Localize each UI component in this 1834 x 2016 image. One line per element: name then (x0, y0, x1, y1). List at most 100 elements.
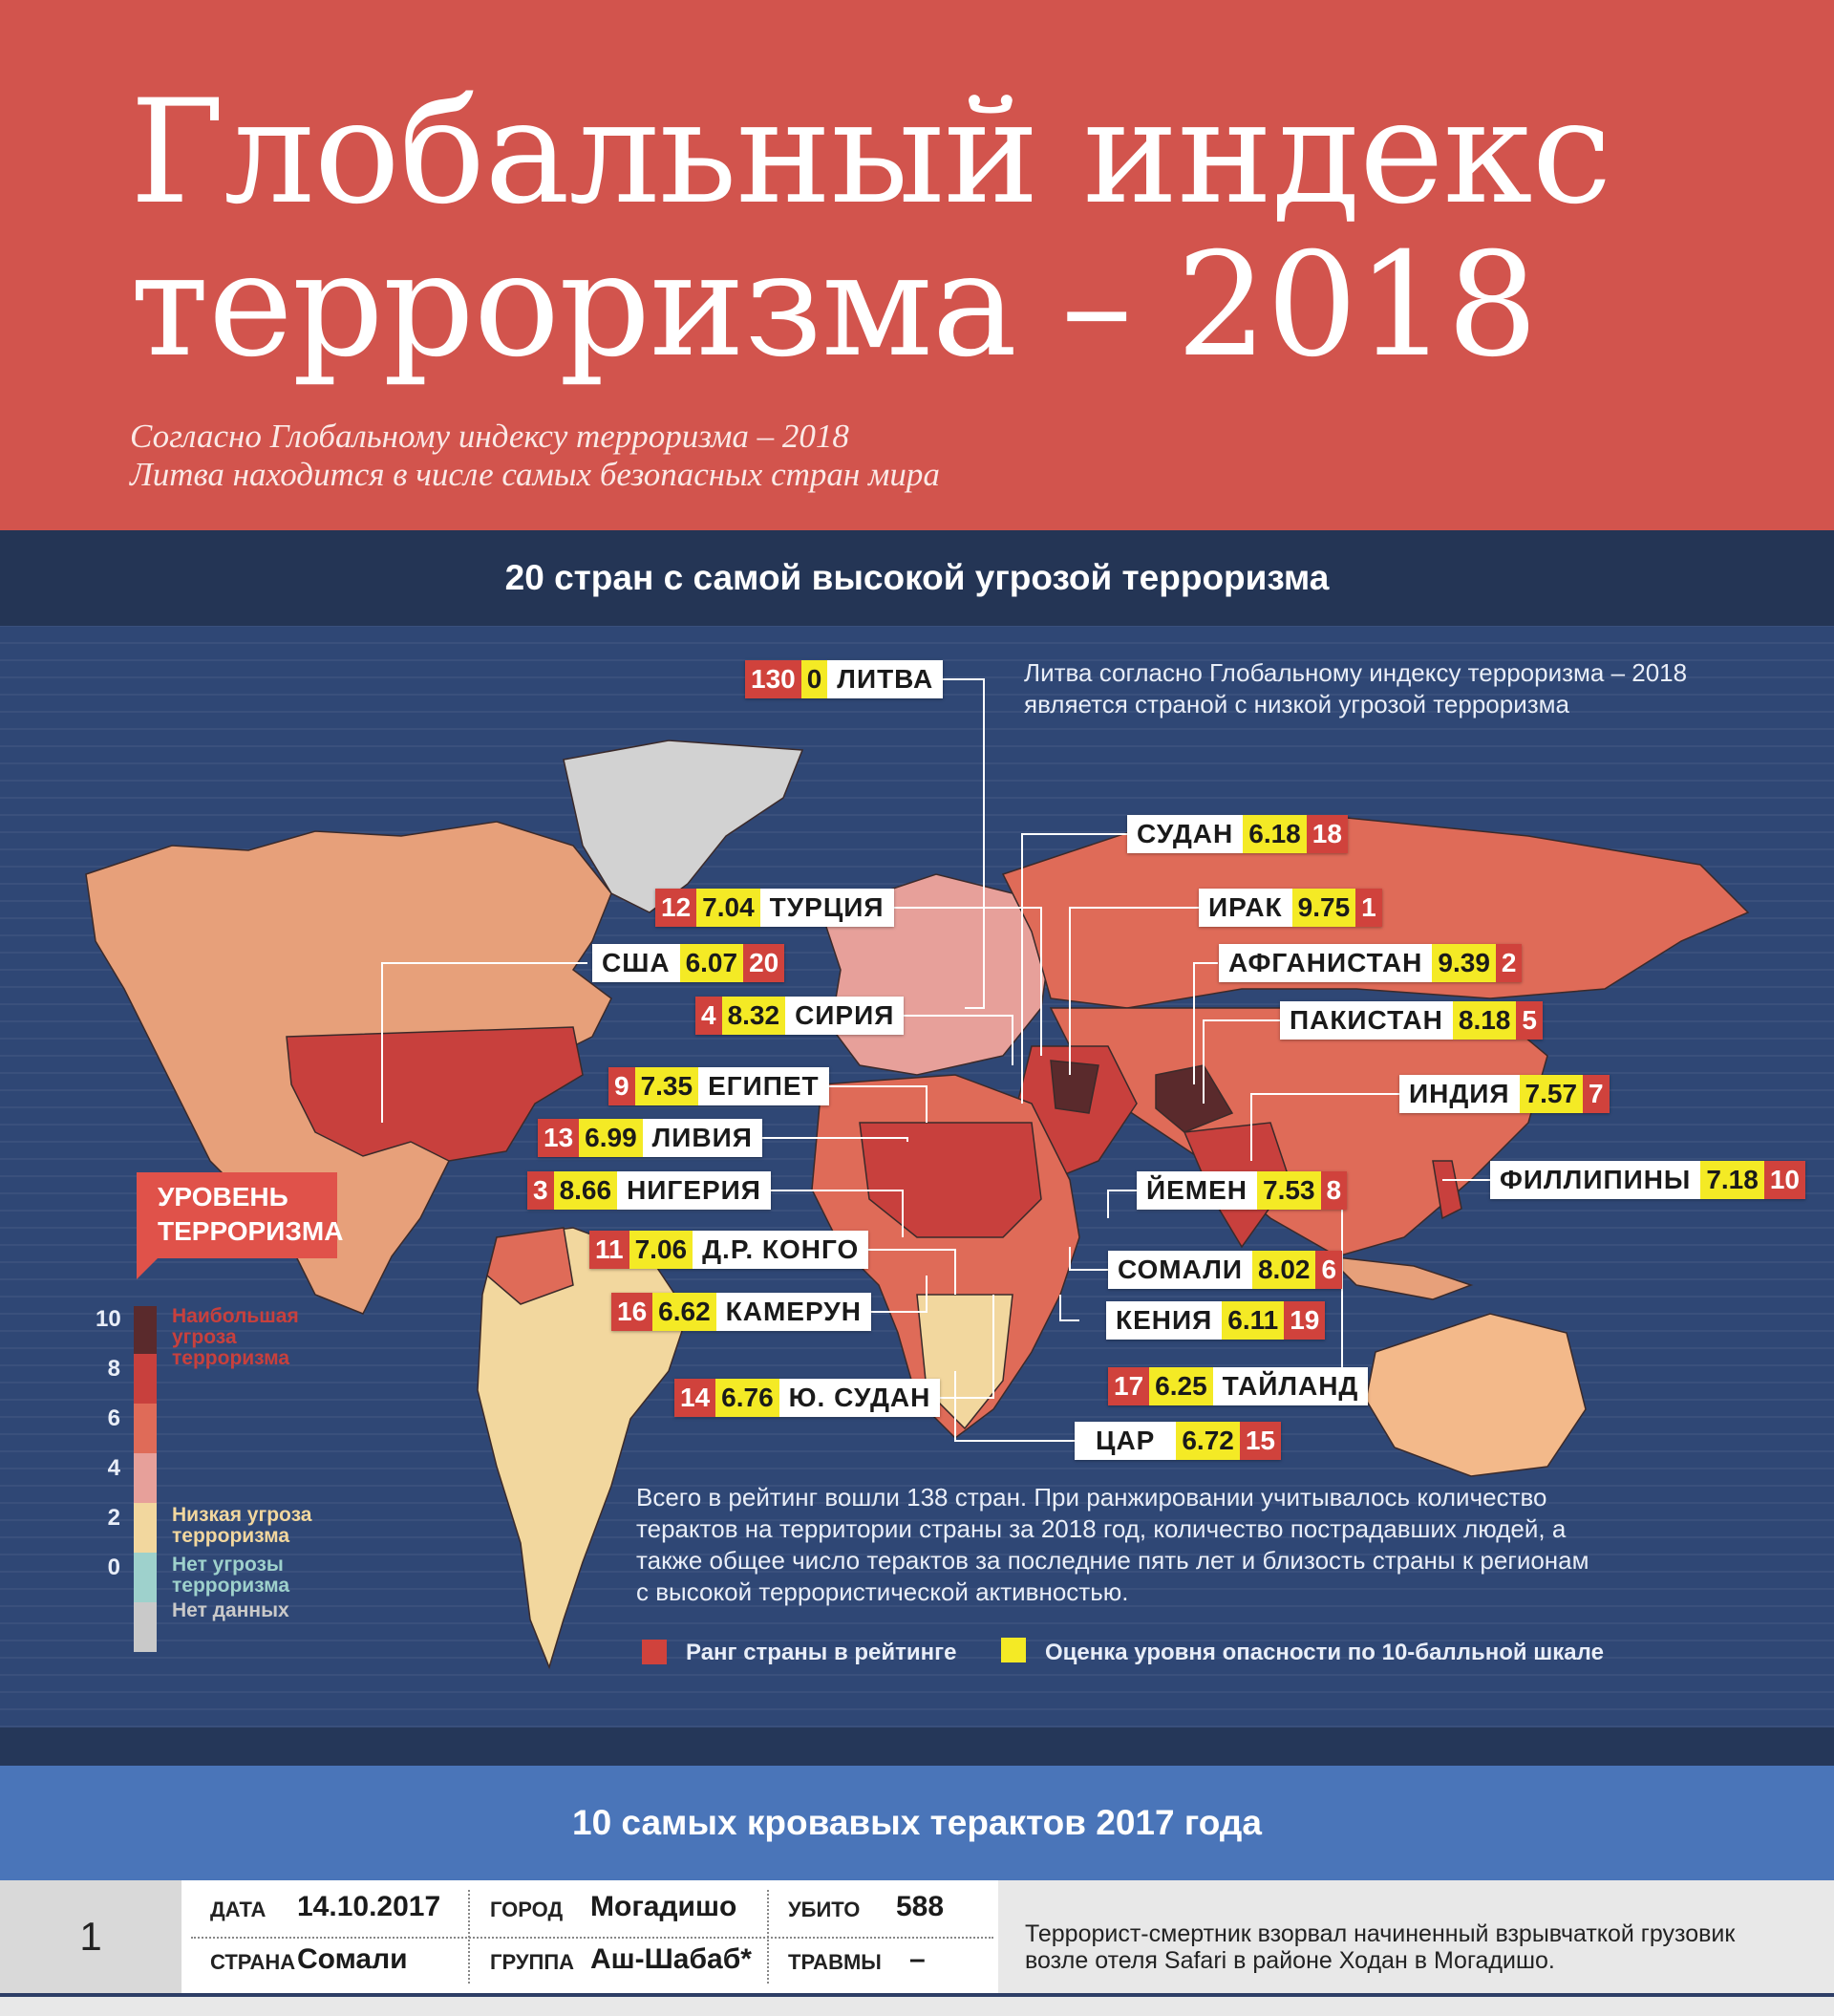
rank-legend-swatch (642, 1640, 667, 1664)
score-badge: 6.11 (1222, 1301, 1285, 1340)
injured-value: – (909, 1943, 926, 1975)
top20-section-header: 20 стран с самой высокой угрозой террори… (0, 530, 1834, 626)
country-name: КАМЕРУН (715, 1293, 871, 1331)
injured-label: ТРАВМЫ (788, 1950, 882, 1974)
level-legend-title: УРОВЕНЬ ТЕРРОРИЗМА (137, 1172, 343, 1279)
scale-number-2: 2 (107, 1505, 120, 1531)
rank-badge: 15 (1239, 1422, 1282, 1460)
score-badge: 0 (800, 660, 828, 698)
country-name: АФГАНИСТАН (1219, 944, 1433, 982)
scale-band-high (134, 1354, 157, 1404)
scale-band-nodata (134, 1602, 157, 1652)
tag-egypt: 9 7.35 ЕГИПЕТ (608, 1067, 829, 1105)
score-badge: 9.75 (1291, 889, 1356, 927)
scale-label-nodata: Нет данных (172, 1599, 289, 1621)
score-badge: 8.02 (1251, 1251, 1316, 1289)
country-name: ИРАК (1199, 889, 1292, 927)
tag-syria: 4 8.32 СИРИЯ (695, 997, 905, 1035)
page-title: Глобальный индекс терроризма – 2018 (130, 76, 1611, 382)
lithuania-note-line-1: Литва согласно Глобальному индексу терро… (1024, 658, 1688, 687)
title-line-2: терроризма – 2018 (130, 223, 1538, 389)
level-title-line-1: УРОВЕНЬ (158, 1182, 288, 1212)
country-name: СОМАЛИ (1108, 1251, 1252, 1289)
rank-badge: 13 (538, 1119, 580, 1157)
rank-badge: 17 (1108, 1367, 1150, 1405)
rank-badge: 8 (1320, 1171, 1348, 1210)
rank-badge: 6 (1315, 1251, 1343, 1289)
score-badge: 9.39 (1432, 944, 1496, 982)
date-value: 14.10.2017 (297, 1891, 441, 1922)
level-title-line-2: ТЕРРОРИЗМА (158, 1216, 344, 1246)
scale-band-none (134, 1553, 157, 1602)
tag-usa: США 6.07 20 (592, 944, 785, 982)
scale-label-low: Низкая угроза терроризма (172, 1504, 312, 1547)
usa-shape (286, 1026, 584, 1162)
score-badge: 8.66 (553, 1171, 618, 1210)
title-line-1: Глобальный индекс (130, 70, 1611, 236)
score-badge: 6.25 (1149, 1367, 1213, 1405)
country-name: ТУРЦИЯ (759, 889, 894, 927)
scale-band-medium (134, 1404, 157, 1453)
rank-badge: 2 (1495, 944, 1523, 982)
score-badge: 6.62 (652, 1293, 716, 1331)
subtitle-line-1: Согласно Глобальному индексу терроризма … (130, 418, 849, 455)
rank-badge: 4 (695, 997, 722, 1035)
rank-badge: 3 (527, 1171, 554, 1210)
southern-africa-shape (916, 1294, 1013, 1430)
tag-yemen: ЙЕМЕН 7.53 8 (1137, 1171, 1348, 1210)
date-label: ДАТА (210, 1898, 267, 1921)
rank-badge: 130 (745, 660, 801, 698)
rank-badge: 1 (1355, 889, 1382, 927)
greenland-shape (563, 740, 804, 913)
country-label: СТРАНА (210, 1950, 296, 1974)
column-divider (767, 1890, 769, 1984)
rank-badge: 5 (1516, 1001, 1543, 1040)
column-divider (468, 1890, 470, 1984)
score-badge: 7.04 (696, 889, 760, 927)
country-name: США (592, 944, 680, 982)
attacks-table: 1 ДАТА 14.10.2017 СТРАНА Сомали ГОРОД Мо… (0, 1880, 1834, 2016)
score-badge: 7.35 (634, 1067, 699, 1105)
tag-turkey: 12 7.04 ТУРЦИЯ (655, 889, 894, 927)
scale-number-0: 0 (107, 1555, 120, 1580)
tag-car: ЦАР 6.72 15 (1075, 1422, 1282, 1460)
tag-nigeria: 3 8.66 НИГЕРИЯ (527, 1171, 771, 1210)
tag-somalia: СОМАЛИ 8.02 6 (1108, 1251, 1343, 1289)
country-name: ЕГИПЕТ (698, 1067, 829, 1105)
philippines-shape (1432, 1160, 1462, 1220)
score-badge: 7.57 (1519, 1075, 1584, 1113)
country-name: СУДАН (1127, 815, 1244, 853)
australia-shape (1365, 1313, 1587, 1477)
section-divider (0, 1727, 1834, 1766)
scale-number-6: 6 (107, 1405, 120, 1431)
score-legend-label: Оценка уровня опасности по 10-балльной ш… (1045, 1640, 1604, 1665)
indonesia-shape (1325, 1255, 1474, 1300)
hero-banner: Глобальный индекс терроризма – 2018 Согл… (0, 0, 1834, 530)
row-divider (191, 1937, 993, 1939)
attack-description: Террорист-смертник взорвал начиненный вз… (1025, 1920, 1736, 1974)
score-badge: 7.06 (629, 1231, 693, 1269)
tag-iraq: ИРАК 9.75 1 (1199, 889, 1382, 927)
scale-label-highest: Наибольшая угроза терроризма (172, 1305, 299, 1369)
country-name: ЙЕМЕН (1137, 1171, 1258, 1210)
score-badge: 6.07 (679, 944, 744, 982)
asia-shape (1049, 1007, 1548, 1257)
colombia-shape (486, 1227, 574, 1305)
tag-pakistan: ПАКИСТАН 8.18 5 (1280, 1001, 1543, 1040)
rank-badge: 9 (608, 1067, 635, 1105)
score-badge: 6.76 (715, 1379, 779, 1417)
country-name: Ю. СУДАН (778, 1379, 941, 1417)
country-name: НИГЕРИЯ (617, 1171, 771, 1210)
country-name: СИРИЯ (785, 997, 905, 1035)
score-badge: 7.53 (1257, 1171, 1321, 1210)
scale-number-10: 10 (96, 1306, 121, 1332)
tag-lithuania: 130 0 ЛИТВА (745, 660, 944, 698)
rank-badge: 7 (1583, 1075, 1610, 1113)
killed-value: 588 (896, 1891, 945, 1922)
city-label: ГОРОД (490, 1898, 564, 1921)
score-badge: 6.99 (579, 1119, 643, 1157)
country-name: КЕНИЯ (1106, 1301, 1223, 1340)
group-value: Аш-Шабаб* (590, 1943, 752, 1975)
methodology-text: Всего в рейтинг вошли 138 стран. При ран… (636, 1483, 1589, 1606)
scale-bar (134, 1306, 157, 1652)
